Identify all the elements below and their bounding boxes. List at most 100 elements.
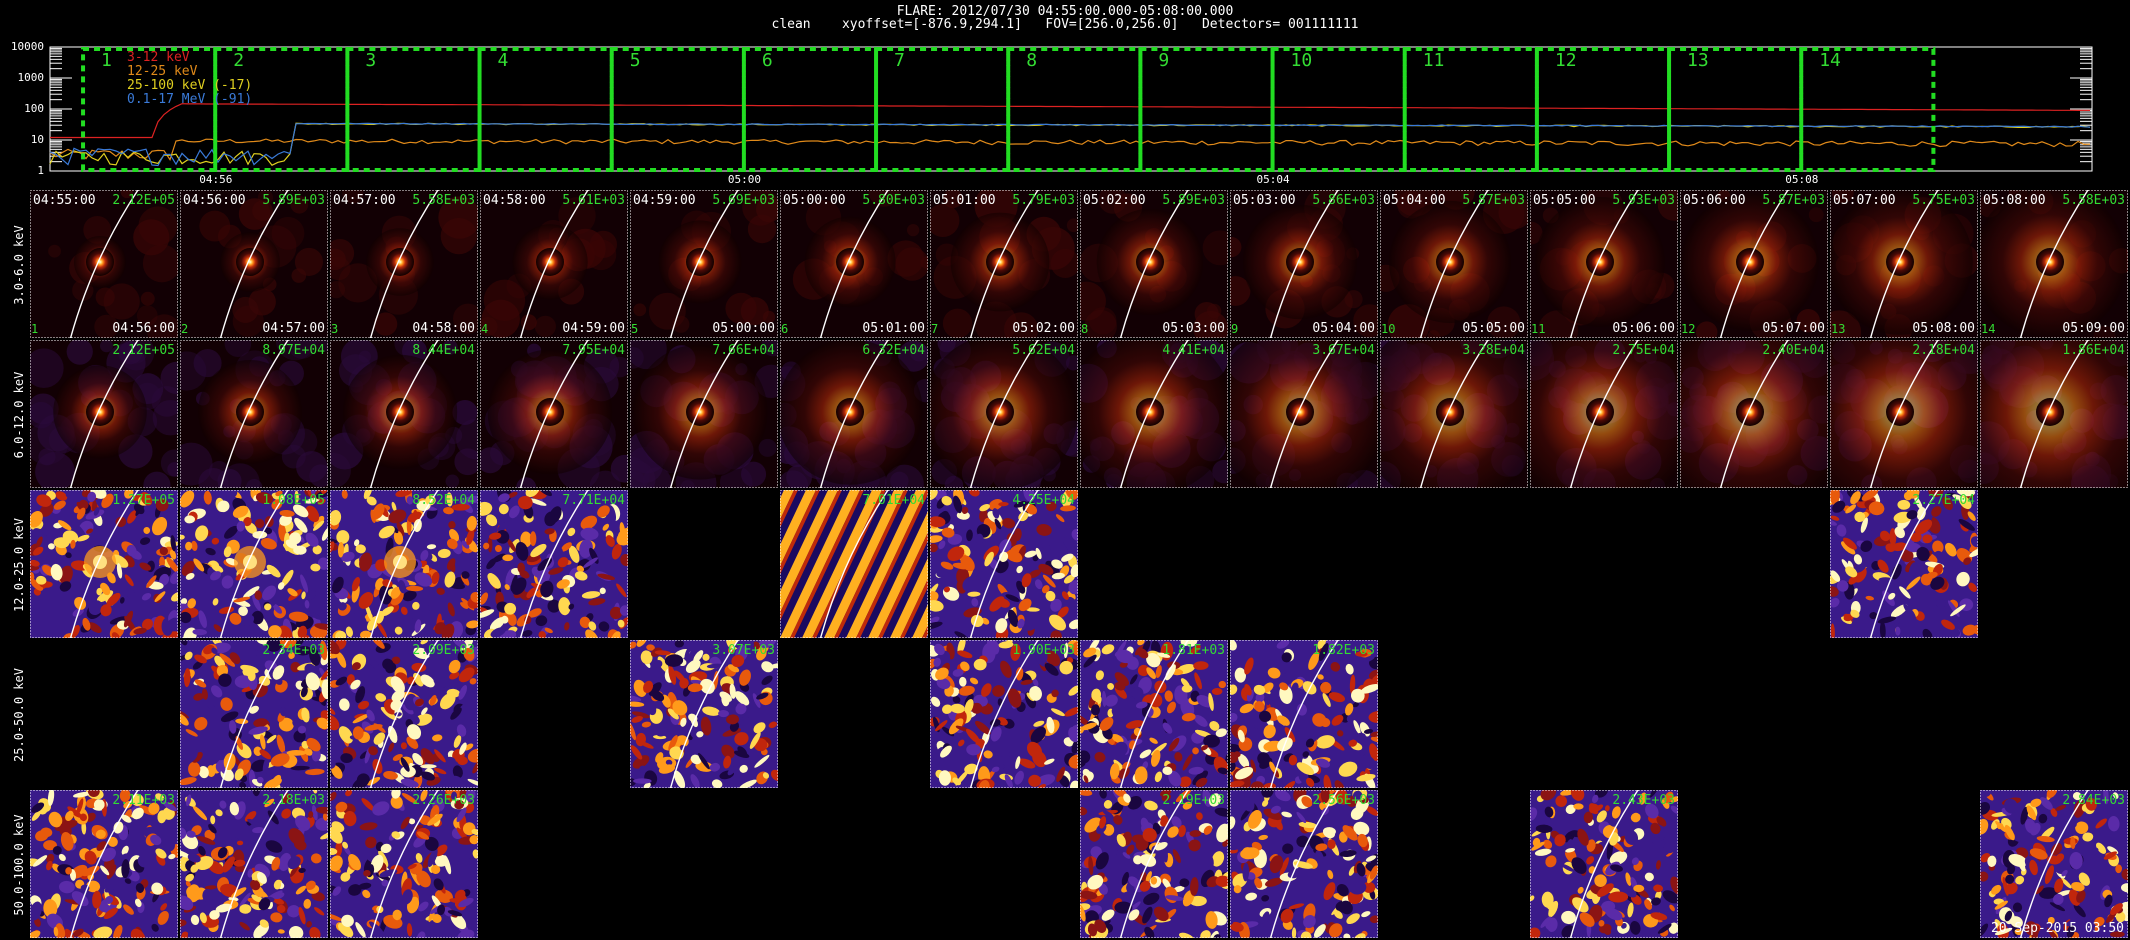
- noise-blob: [1610, 864, 1623, 872]
- noise-blob: [1215, 875, 1228, 887]
- noise-blob: [322, 813, 328, 821]
- noise-blob: [598, 621, 610, 632]
- noise-blob: [1080, 904, 1086, 922]
- noise-blob: [1346, 913, 1360, 925]
- noise-blob: [1090, 846, 1102, 858]
- noise-blob: [48, 543, 55, 550]
- noise-blob: [1916, 507, 1926, 521]
- noise-blob: [383, 770, 398, 780]
- noise-blob: [310, 611, 321, 620]
- noise-blob: [1206, 876, 1220, 888]
- noise-blob: [244, 733, 257, 745]
- image-panel: 2.26E+03: [330, 790, 478, 938]
- noise-blob: [1280, 908, 1294, 924]
- footer-timestamp: 20-Sep-2015 03:50: [1990, 921, 2124, 936]
- noise-blob: [1342, 825, 1358, 841]
- noise-blob: [93, 799, 105, 810]
- noise-blob: [65, 552, 72, 559]
- noise-blob: [73, 791, 91, 798]
- energy-band-label: 50.0-100.0 keV: [12, 814, 26, 916]
- image-panel: 2.56E+03: [1230, 790, 1378, 938]
- noise-blob: [1915, 519, 1933, 535]
- panel-peak-value: 6.32E+04: [862, 343, 925, 358]
- noise-blob: [466, 726, 478, 742]
- noise-blob: [517, 562, 526, 574]
- background-blob: [1004, 312, 1039, 338]
- noise-blob: [307, 589, 316, 600]
- noise-blob: [1850, 491, 1861, 505]
- noise-blob: [30, 901, 42, 921]
- noise-blob: [443, 507, 454, 515]
- noise-blob: [426, 544, 437, 550]
- noise-blob: [1068, 580, 1078, 595]
- noise-blob: [1021, 573, 1032, 588]
- noise-blob: [215, 903, 232, 913]
- noise-blob: [1050, 630, 1062, 638]
- noise-blob: [1854, 556, 1869, 573]
- noise-blob: [507, 491, 518, 499]
- noise-blob: [305, 880, 316, 891]
- noise-blob: [1306, 777, 1315, 787]
- noise-blob: [2038, 813, 2048, 824]
- noise-blob: [70, 539, 76, 549]
- image-panel: 04:58:00 4 04:59:00 5.61E+03: [480, 190, 628, 338]
- background-blob: [198, 468, 229, 488]
- noise-blob: [1182, 753, 1193, 771]
- noise-blob: [219, 800, 227, 809]
- noise-blob: [753, 641, 761, 650]
- noise-blob: [940, 561, 954, 570]
- noise-blob: [320, 831, 328, 840]
- noise-blob: [2075, 821, 2089, 834]
- noise-blob: [363, 490, 373, 500]
- noise-blob: [247, 670, 256, 682]
- background-blob: [1065, 355, 1078, 371]
- noise-blob: [121, 859, 130, 879]
- noise-blob: [1832, 500, 1846, 513]
- interval-number: 5: [629, 50, 641, 71]
- noise-blob: [752, 693, 761, 708]
- noise-blob: [420, 674, 435, 688]
- noise-blob: [983, 750, 993, 759]
- noise-blob: [1128, 876, 1140, 888]
- panel-peak-value: 5.62E+04: [1012, 343, 1075, 358]
- noise-blob: [1339, 850, 1357, 857]
- noise-blob: [537, 490, 553, 497]
- noise-blob: [416, 831, 430, 840]
- noise-blob: [617, 619, 625, 628]
- panel-start-time: 05:08:00: [1983, 193, 2046, 208]
- noise-blob: [1166, 701, 1176, 714]
- noise-blob: [1091, 704, 1100, 716]
- noise-blob: [1830, 586, 1839, 597]
- noise-blob: [2047, 927, 2060, 938]
- panel-peak-value: 2.19E+03: [1162, 793, 1225, 808]
- noise-blob: [1161, 793, 1172, 802]
- noise-blob: [294, 640, 305, 648]
- noise-blob: [338, 602, 347, 611]
- noise-blob: [1609, 851, 1628, 865]
- background-blob: [630, 460, 656, 488]
- background-blob: [1084, 309, 1117, 338]
- interval-number: 8: [1026, 50, 1038, 71]
- noise-blob: [1653, 884, 1663, 893]
- noise-blob: [297, 561, 309, 573]
- background-blob: [761, 340, 778, 357]
- noise-blob: [293, 545, 307, 555]
- panel-index: 10: [1381, 322, 1396, 336]
- noise-blob: [1333, 910, 1343, 919]
- noise-blob: [1579, 912, 1595, 927]
- noise-blob: [557, 557, 569, 568]
- noise-blob: [616, 583, 627, 598]
- noise-blob: [436, 587, 445, 595]
- noise-blob: [1005, 640, 1013, 646]
- noise-blob: [1843, 614, 1854, 622]
- noise-blob: [454, 577, 465, 587]
- solar-limb: [1119, 640, 1189, 788]
- noise-blob: [1277, 715, 1290, 726]
- noise-blob: [211, 563, 224, 573]
- background-blob: [454, 448, 478, 476]
- noise-blob: [416, 931, 426, 938]
- noise-blob: [1122, 852, 1131, 859]
- background-blob: [456, 418, 478, 460]
- noise-blob: [1155, 665, 1162, 679]
- noise-blob: [141, 618, 153, 630]
